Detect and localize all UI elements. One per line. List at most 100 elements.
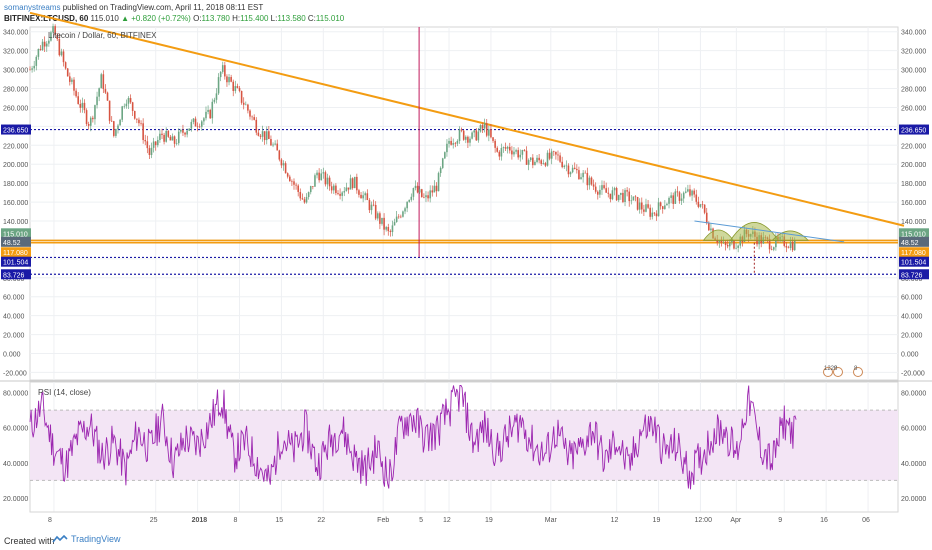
candle-body bbox=[278, 150, 281, 160]
candle-body bbox=[605, 188, 607, 193]
candle-body bbox=[211, 101, 214, 119]
candle-body bbox=[506, 146, 509, 149]
chart-header: somanystreams published on TradingView.c… bbox=[0, 0, 932, 26]
symbol-name[interactable]: BITFINEX:LTCUSD, 60 bbox=[4, 14, 89, 23]
candle-body bbox=[370, 204, 373, 211]
candle-body bbox=[682, 192, 685, 199]
candle-body bbox=[733, 240, 735, 249]
candle-body bbox=[624, 190, 626, 202]
candle-body bbox=[255, 119, 258, 133]
candle-body bbox=[406, 201, 408, 209]
candle-body bbox=[492, 137, 494, 141]
candle-body bbox=[768, 238, 771, 250]
candle-body bbox=[395, 216, 398, 223]
low-label: L: bbox=[270, 14, 278, 23]
candle-body bbox=[87, 124, 90, 126]
candle-body bbox=[397, 216, 400, 218]
candle-body bbox=[383, 217, 385, 230]
candle-body bbox=[720, 240, 723, 243]
support-tag: 117.080 bbox=[3, 250, 28, 257]
y-tick-left: 60.000 bbox=[3, 295, 25, 302]
candle-body bbox=[299, 191, 302, 199]
candle-body bbox=[85, 110, 88, 125]
descending-trendline bbox=[29, 11, 905, 227]
candle-body bbox=[693, 190, 695, 195]
candle-body bbox=[353, 176, 356, 189]
y-tick-left: 20.000 bbox=[3, 333, 25, 340]
candle-body bbox=[138, 119, 140, 124]
x-tick-label: Feb bbox=[377, 517, 389, 524]
candle-body bbox=[454, 143, 457, 144]
candle-body bbox=[643, 209, 645, 212]
rsi-y-tick-left: 40.0000 bbox=[3, 461, 28, 468]
candle-body bbox=[622, 192, 624, 203]
rsi-y-tick-right: 20.0000 bbox=[901, 496, 926, 503]
candle-body bbox=[240, 90, 243, 103]
candle-body bbox=[33, 65, 35, 69]
y-tick-right: 40.000 bbox=[901, 314, 923, 321]
low-value: 113.580 bbox=[277, 14, 306, 23]
candle-body bbox=[337, 193, 339, 194]
y-tick-left: 280.000 bbox=[3, 87, 28, 94]
candle-body bbox=[668, 197, 670, 204]
candle-body bbox=[108, 100, 111, 121]
candle-body bbox=[341, 192, 343, 196]
candle-body bbox=[519, 154, 522, 158]
event-badge-icon bbox=[853, 367, 863, 377]
candle-body bbox=[708, 223, 710, 231]
candle-body bbox=[360, 194, 362, 199]
candle-body bbox=[161, 133, 163, 135]
candle-body bbox=[596, 191, 599, 195]
candle-body bbox=[615, 188, 618, 201]
rsi-y-tick-right: 40.0000 bbox=[901, 461, 926, 468]
candle-body bbox=[496, 147, 499, 152]
candle-body bbox=[483, 123, 486, 129]
candle-body bbox=[165, 130, 167, 142]
x-tick-label: 15 bbox=[275, 517, 283, 524]
candle-body bbox=[333, 185, 335, 191]
x-tick-label: 2018 bbox=[192, 517, 208, 524]
candle-body bbox=[167, 130, 170, 137]
candle-body bbox=[557, 154, 559, 156]
candle-body bbox=[289, 176, 291, 182]
y-tick-right: 260.000 bbox=[901, 105, 926, 112]
candle-body bbox=[404, 208, 406, 212]
countdown-tag-right: 48.52 bbox=[901, 240, 919, 247]
tradingview-link[interactable]: TradingView bbox=[52, 534, 121, 544]
candle-body bbox=[198, 126, 201, 128]
candle-body bbox=[328, 177, 331, 187]
candle-body bbox=[561, 161, 563, 168]
author-link[interactable]: somanystreams bbox=[4, 3, 61, 12]
candle-body bbox=[435, 185, 438, 192]
close-label: C: bbox=[307, 14, 316, 23]
candle-body bbox=[599, 189, 601, 195]
y-tick-left: 260.000 bbox=[3, 105, 28, 112]
candle-body bbox=[303, 199, 306, 203]
candle-body bbox=[314, 175, 316, 187]
candle-body bbox=[655, 213, 658, 217]
candle-body bbox=[37, 48, 40, 57]
candle-body bbox=[701, 204, 704, 205]
candle-body bbox=[387, 227, 390, 232]
candle-body bbox=[54, 26, 56, 36]
candle-body bbox=[590, 177, 593, 185]
candle-body bbox=[676, 191, 679, 193]
candle-body bbox=[48, 40, 50, 44]
candle-body bbox=[368, 200, 371, 211]
candle-body bbox=[659, 202, 662, 207]
candle-body bbox=[617, 194, 620, 201]
candle-body bbox=[60, 51, 63, 56]
created-with-label: Created with bbox=[4, 536, 55, 546]
candle-body bbox=[427, 195, 429, 199]
candle-body bbox=[462, 130, 465, 140]
candle-body bbox=[555, 151, 557, 155]
candle-body bbox=[632, 196, 635, 201]
y-tick-right: 220.000 bbox=[901, 143, 926, 150]
candle-body bbox=[649, 207, 651, 217]
chart-canvas[interactable]: 340.000 340.000 320.000 320.000 300.000 300.0… bbox=[0, 0, 932, 532]
candle-body bbox=[651, 212, 654, 217]
y-tick-right: 280.000 bbox=[901, 87, 926, 94]
footer: Created with TradingView bbox=[0, 532, 932, 550]
rsi-y-tick-left: 60.0000 bbox=[3, 426, 28, 433]
candle-body bbox=[131, 102, 134, 112]
